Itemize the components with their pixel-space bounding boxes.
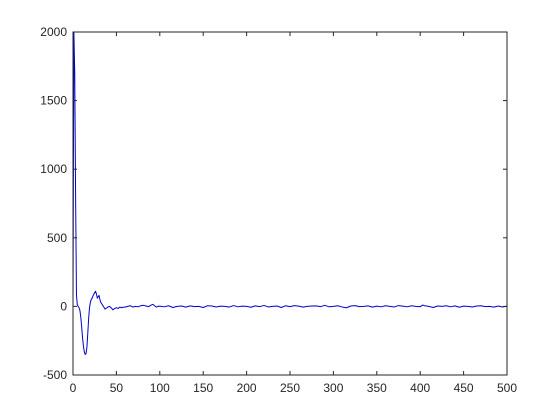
x-tick-label: 250 bbox=[280, 381, 300, 395]
plot-area bbox=[73, 32, 507, 375]
y-tick-label: -500 bbox=[43, 368, 67, 382]
x-tick-label: 50 bbox=[110, 381, 124, 395]
x-axis: 0 50 100 150 200 250 300 350 400 450 500 bbox=[70, 32, 517, 395]
x-tick-label: 200 bbox=[237, 381, 257, 395]
data-layer bbox=[72, 31, 508, 355]
x-tick-label: 100 bbox=[150, 381, 170, 395]
x-tick-label: 450 bbox=[454, 381, 474, 395]
y-tick-label: 500 bbox=[47, 231, 67, 245]
x-tick-label: 300 bbox=[323, 381, 343, 395]
x-tick-label: 350 bbox=[367, 381, 387, 395]
y-tick-label: 1000 bbox=[40, 162, 67, 176]
y-tick-label: 2000 bbox=[40, 25, 67, 39]
x-tick-label: 400 bbox=[410, 381, 430, 395]
y-tick-label: 0 bbox=[60, 299, 67, 313]
x-tick-label: 0 bbox=[70, 381, 77, 395]
x-tick-label: 500 bbox=[497, 381, 517, 395]
series-line-0 bbox=[72, 31, 508, 355]
x-tick-label: 150 bbox=[193, 381, 213, 395]
y-tick-label: 1500 bbox=[40, 94, 67, 108]
y-axis: -500 0 500 1000 1500 2000 bbox=[40, 25, 507, 382]
